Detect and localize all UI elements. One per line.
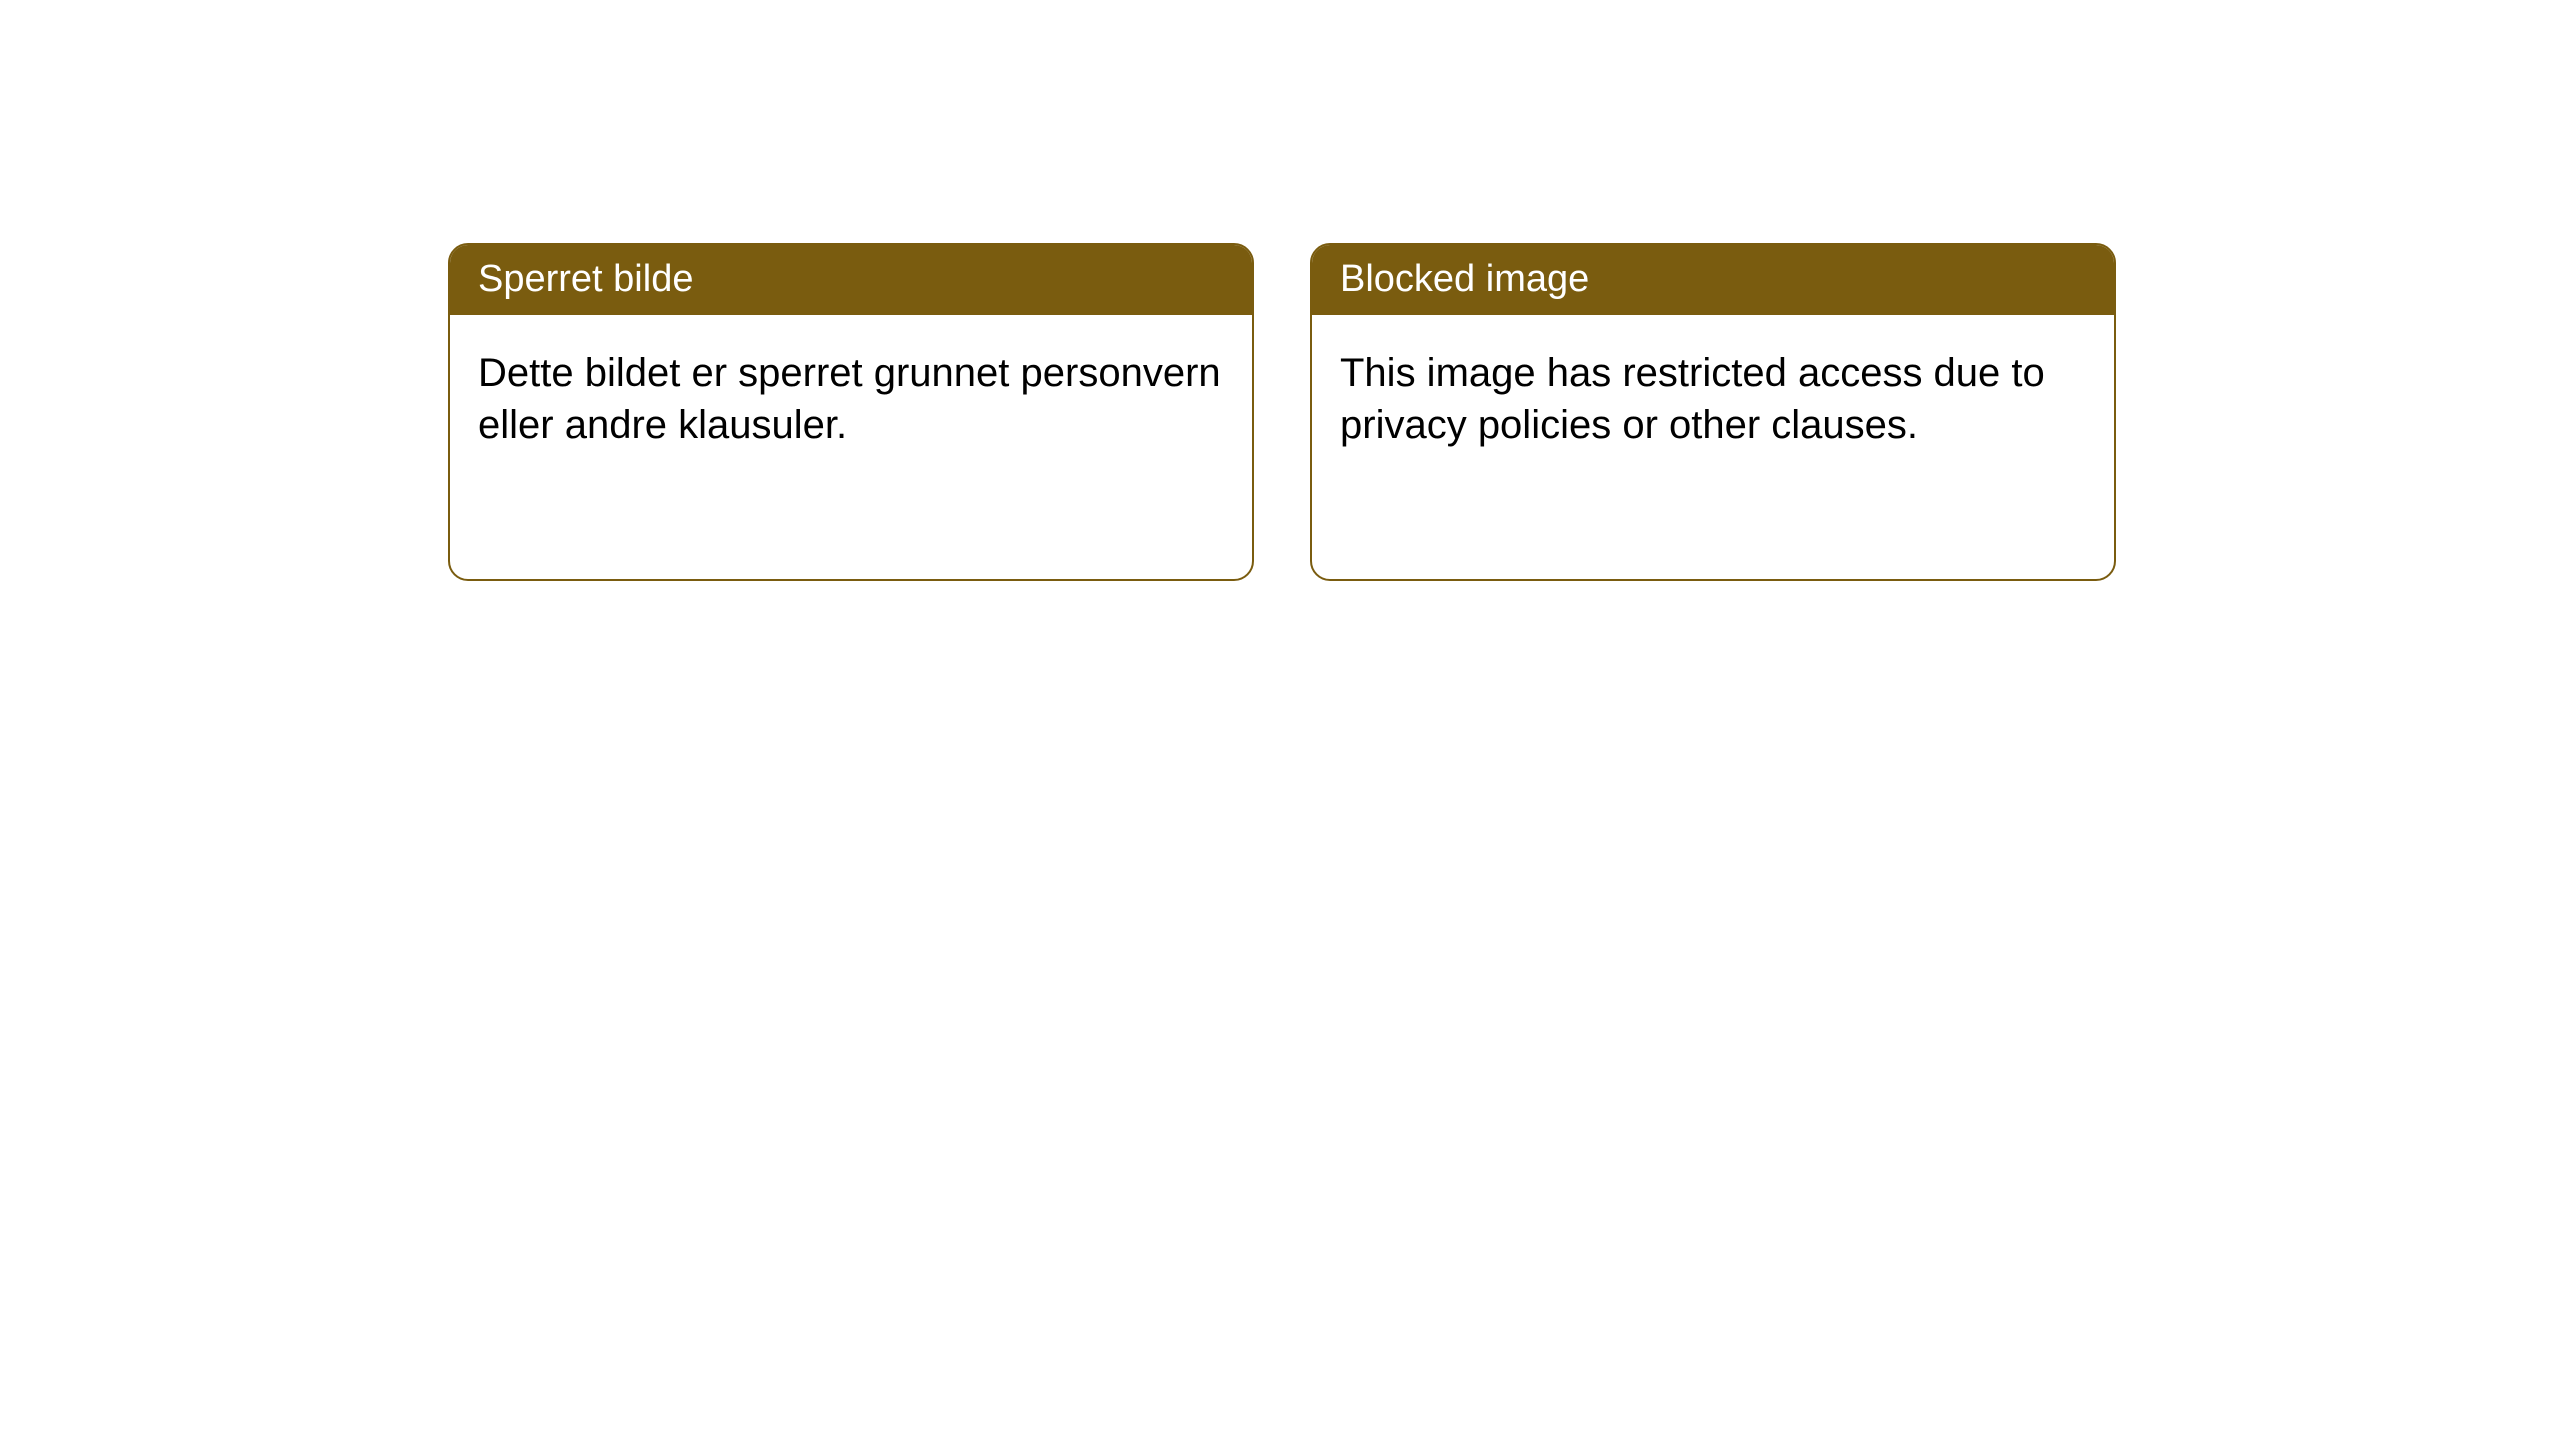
card-header: Sperret bilde xyxy=(450,245,1252,315)
blocked-image-card-en: Blocked image This image has restricted … xyxy=(1310,243,2116,581)
notice-container: Sperret bilde Dette bildet er sperret gr… xyxy=(0,0,2560,581)
card-body: Dette bildet er sperret grunnet personve… xyxy=(450,315,1252,483)
card-header: Blocked image xyxy=(1312,245,2114,315)
card-body: This image has restricted access due to … xyxy=(1312,315,2114,483)
blocked-image-card-no: Sperret bilde Dette bildet er sperret gr… xyxy=(448,243,1254,581)
